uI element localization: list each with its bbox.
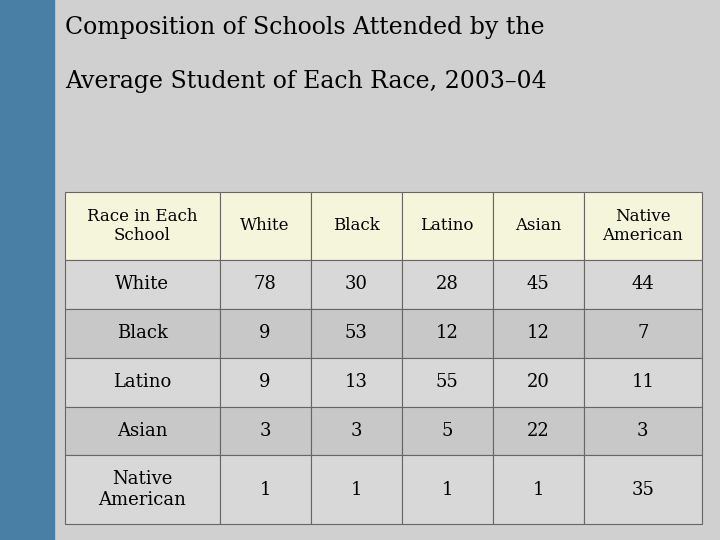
Text: 1: 1 xyxy=(259,481,271,498)
Bar xyxy=(402,309,492,357)
Text: Race in Each
School: Race in Each School xyxy=(87,207,197,244)
Text: 1: 1 xyxy=(532,481,544,498)
Bar xyxy=(584,260,702,309)
Bar xyxy=(310,260,402,309)
Text: 20: 20 xyxy=(527,373,549,391)
Text: 45: 45 xyxy=(527,275,549,294)
Text: Native
American: Native American xyxy=(603,207,683,244)
Bar xyxy=(220,407,310,455)
Text: Average Student of Each Race, 2003–04: Average Student of Each Race, 2003–04 xyxy=(65,70,546,93)
Bar xyxy=(310,357,402,407)
Text: 28: 28 xyxy=(436,275,459,294)
Bar xyxy=(584,455,702,524)
Bar xyxy=(402,407,492,455)
Text: 11: 11 xyxy=(631,373,654,391)
Text: Latino: Latino xyxy=(420,218,474,234)
Text: 53: 53 xyxy=(345,325,367,342)
Bar xyxy=(402,455,492,524)
Text: 12: 12 xyxy=(436,325,459,342)
Text: 12: 12 xyxy=(527,325,549,342)
Bar xyxy=(65,260,220,309)
Bar xyxy=(492,407,584,455)
Bar xyxy=(65,407,220,455)
Bar xyxy=(220,357,310,407)
Bar xyxy=(492,192,584,260)
Bar xyxy=(402,357,492,407)
Text: Latino: Latino xyxy=(113,373,171,391)
Text: 3: 3 xyxy=(351,422,362,440)
Bar xyxy=(65,309,220,357)
Text: Composition of Schools Attended by the: Composition of Schools Attended by the xyxy=(65,16,544,39)
Bar xyxy=(492,309,584,357)
Bar xyxy=(310,309,402,357)
Text: 3: 3 xyxy=(259,422,271,440)
Bar xyxy=(65,192,220,260)
Bar xyxy=(310,407,402,455)
Text: Native
American: Native American xyxy=(98,470,186,509)
Bar xyxy=(584,407,702,455)
Text: 1: 1 xyxy=(351,481,362,498)
Text: 9: 9 xyxy=(259,373,271,391)
Text: 13: 13 xyxy=(345,373,368,391)
Text: White: White xyxy=(240,218,290,234)
Text: White: White xyxy=(115,275,169,294)
Text: 22: 22 xyxy=(527,422,549,440)
Bar xyxy=(492,357,584,407)
Bar xyxy=(402,260,492,309)
Text: 78: 78 xyxy=(253,275,276,294)
Text: Asian: Asian xyxy=(117,422,168,440)
Text: 9: 9 xyxy=(259,325,271,342)
Bar xyxy=(584,192,702,260)
Bar xyxy=(220,309,310,357)
Text: 3: 3 xyxy=(637,422,649,440)
Text: Asian: Asian xyxy=(515,218,562,234)
Bar xyxy=(220,455,310,524)
Bar xyxy=(310,455,402,524)
Bar xyxy=(584,357,702,407)
Bar xyxy=(65,455,220,524)
Bar xyxy=(492,455,584,524)
Bar xyxy=(220,260,310,309)
Bar xyxy=(584,309,702,357)
Text: Black: Black xyxy=(117,325,168,342)
Text: 30: 30 xyxy=(345,275,368,294)
Bar xyxy=(0,0,54,540)
Text: 35: 35 xyxy=(631,481,654,498)
Text: 5: 5 xyxy=(441,422,453,440)
Bar xyxy=(220,192,310,260)
Bar xyxy=(310,192,402,260)
Bar xyxy=(402,192,492,260)
Text: 1: 1 xyxy=(441,481,453,498)
Bar xyxy=(492,260,584,309)
Text: Black: Black xyxy=(333,218,379,234)
Text: 7: 7 xyxy=(637,325,649,342)
Bar xyxy=(65,357,220,407)
Text: 44: 44 xyxy=(631,275,654,294)
Text: 55: 55 xyxy=(436,373,459,391)
